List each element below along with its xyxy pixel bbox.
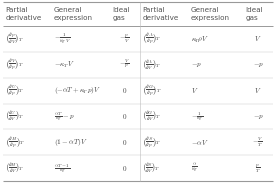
Text: $\left(\frac{\partial G}{\partial V}\right)_{\!T}$: $\left(\frac{\partial G}{\partial V}\rig…	[142, 110, 162, 123]
Text: $\left(\frac{\partial S}{\partial p}\right)_{\!T}$: $\left(\frac{\partial S}{\partial p}\rig…	[142, 135, 161, 150]
Text: $V$: $V$	[254, 86, 262, 95]
Text: $\frac{p}{T}$: $\frac{p}{T}$	[255, 162, 261, 175]
Text: $\frac{\alpha T-1}{\kappa_{\!T}}$: $\frac{\alpha T-1}{\kappa_{\!T}}$	[54, 162, 70, 175]
Text: $-\frac{p}{V}$: $-\frac{p}{V}$	[119, 33, 130, 45]
Text: $\left(\frac{\partial G}{\partial p}\right)_{\!T}$: $\left(\frac{\partial G}{\partial p}\rig…	[142, 83, 162, 98]
Text: $\left(\frac{\partial A}{\partial p}\right)_{\!T}$: $\left(\frac{\partial A}{\partial p}\rig…	[142, 31, 162, 46]
Text: $-p$: $-p$	[253, 113, 264, 121]
Text: Partial
derivative: Partial derivative	[6, 7, 42, 20]
Text: General
expression: General expression	[54, 7, 92, 20]
Text: $0$: $0$	[122, 86, 127, 95]
Text: $\kappa_{\!T}\rho V$: $\kappa_{\!T}\rho V$	[190, 34, 209, 44]
Text: $\left(\frac{\partial U}{\partial p}\right)_{\!T}$: $\left(\frac{\partial U}{\partial p}\rig…	[6, 83, 25, 98]
Text: $\left(\frac{\partial p}{\partial V}\right)_{\!T}$: $\left(\frac{\partial p}{\partial V}\rig…	[6, 32, 24, 46]
Text: $0$: $0$	[122, 164, 127, 173]
Text: $0$: $0$	[122, 138, 127, 147]
Text: $-p$: $-p$	[190, 61, 202, 69]
Text: $V$: $V$	[254, 34, 262, 44]
Text: $-\kappa_{\!T}\,V$: $-\kappa_{\!T}\,V$	[54, 60, 75, 70]
Text: Partial
derivative: Partial derivative	[142, 7, 179, 20]
Text: $\left(\frac{\partial U}{\partial V}\right)_{\!T}$: $\left(\frac{\partial U}{\partial V}\rig…	[6, 110, 24, 123]
Text: $-\frac{1}{\kappa_{\!T}\,V}$: $-\frac{1}{\kappa_{\!T}\,V}$	[54, 32, 70, 46]
Text: $(1-\alpha T)V$: $(1-\alpha T)V$	[54, 137, 87, 148]
Text: $0$: $0$	[122, 112, 127, 121]
Text: $-p$: $-p$	[253, 61, 264, 69]
Text: $\left(\frac{\partial A}{\partial V}\right)_{\!T}$: $\left(\frac{\partial A}{\partial V}\rig…	[142, 58, 161, 72]
Text: Ideal
gas: Ideal gas	[112, 7, 130, 20]
Text: $-\frac{1}{\kappa_{\!T}}$: $-\frac{1}{\kappa_{\!T}}$	[190, 110, 203, 123]
Text: $\left(\frac{\partial S}{\partial V}\right)_{\!T}$: $\left(\frac{\partial S}{\partial V}\rig…	[142, 161, 161, 175]
Text: General
expression: General expression	[190, 7, 230, 20]
Text: $V$: $V$	[190, 86, 198, 95]
Text: Ideal
gas: Ideal gas	[246, 7, 263, 20]
Text: $-\frac{V}{T}$: $-\frac{V}{T}$	[252, 136, 264, 149]
Text: $\left(\frac{\partial H}{\partial p}\right)_{\!T}$: $\left(\frac{\partial H}{\partial p}\rig…	[6, 135, 25, 150]
Text: $\left(\frac{\partial V}{\partial p}\right)_{\!T}$: $\left(\frac{\partial V}{\partial p}\rig…	[6, 57, 24, 72]
Text: $-\alpha V$: $-\alpha V$	[190, 138, 208, 147]
Text: $\left(\frac{\partial H}{\partial V}\right)_{\!T}$: $\left(\frac{\partial H}{\partial V}\rig…	[6, 161, 25, 175]
Text: $-\frac{V}{p}$: $-\frac{V}{p}$	[119, 58, 130, 71]
Text: $(-\alpha T+\kappa_{\!T}\,p)V$: $(-\alpha T+\kappa_{\!T}\,p)V$	[54, 85, 101, 96]
Text: $\frac{\alpha T}{\kappa_{\!T}}-p$: $\frac{\alpha T}{\kappa_{\!T}}-p$	[54, 110, 74, 123]
Text: $\frac{\alpha}{\kappa_{\!T}}$: $\frac{\alpha}{\kappa_{\!T}}$	[190, 162, 197, 174]
